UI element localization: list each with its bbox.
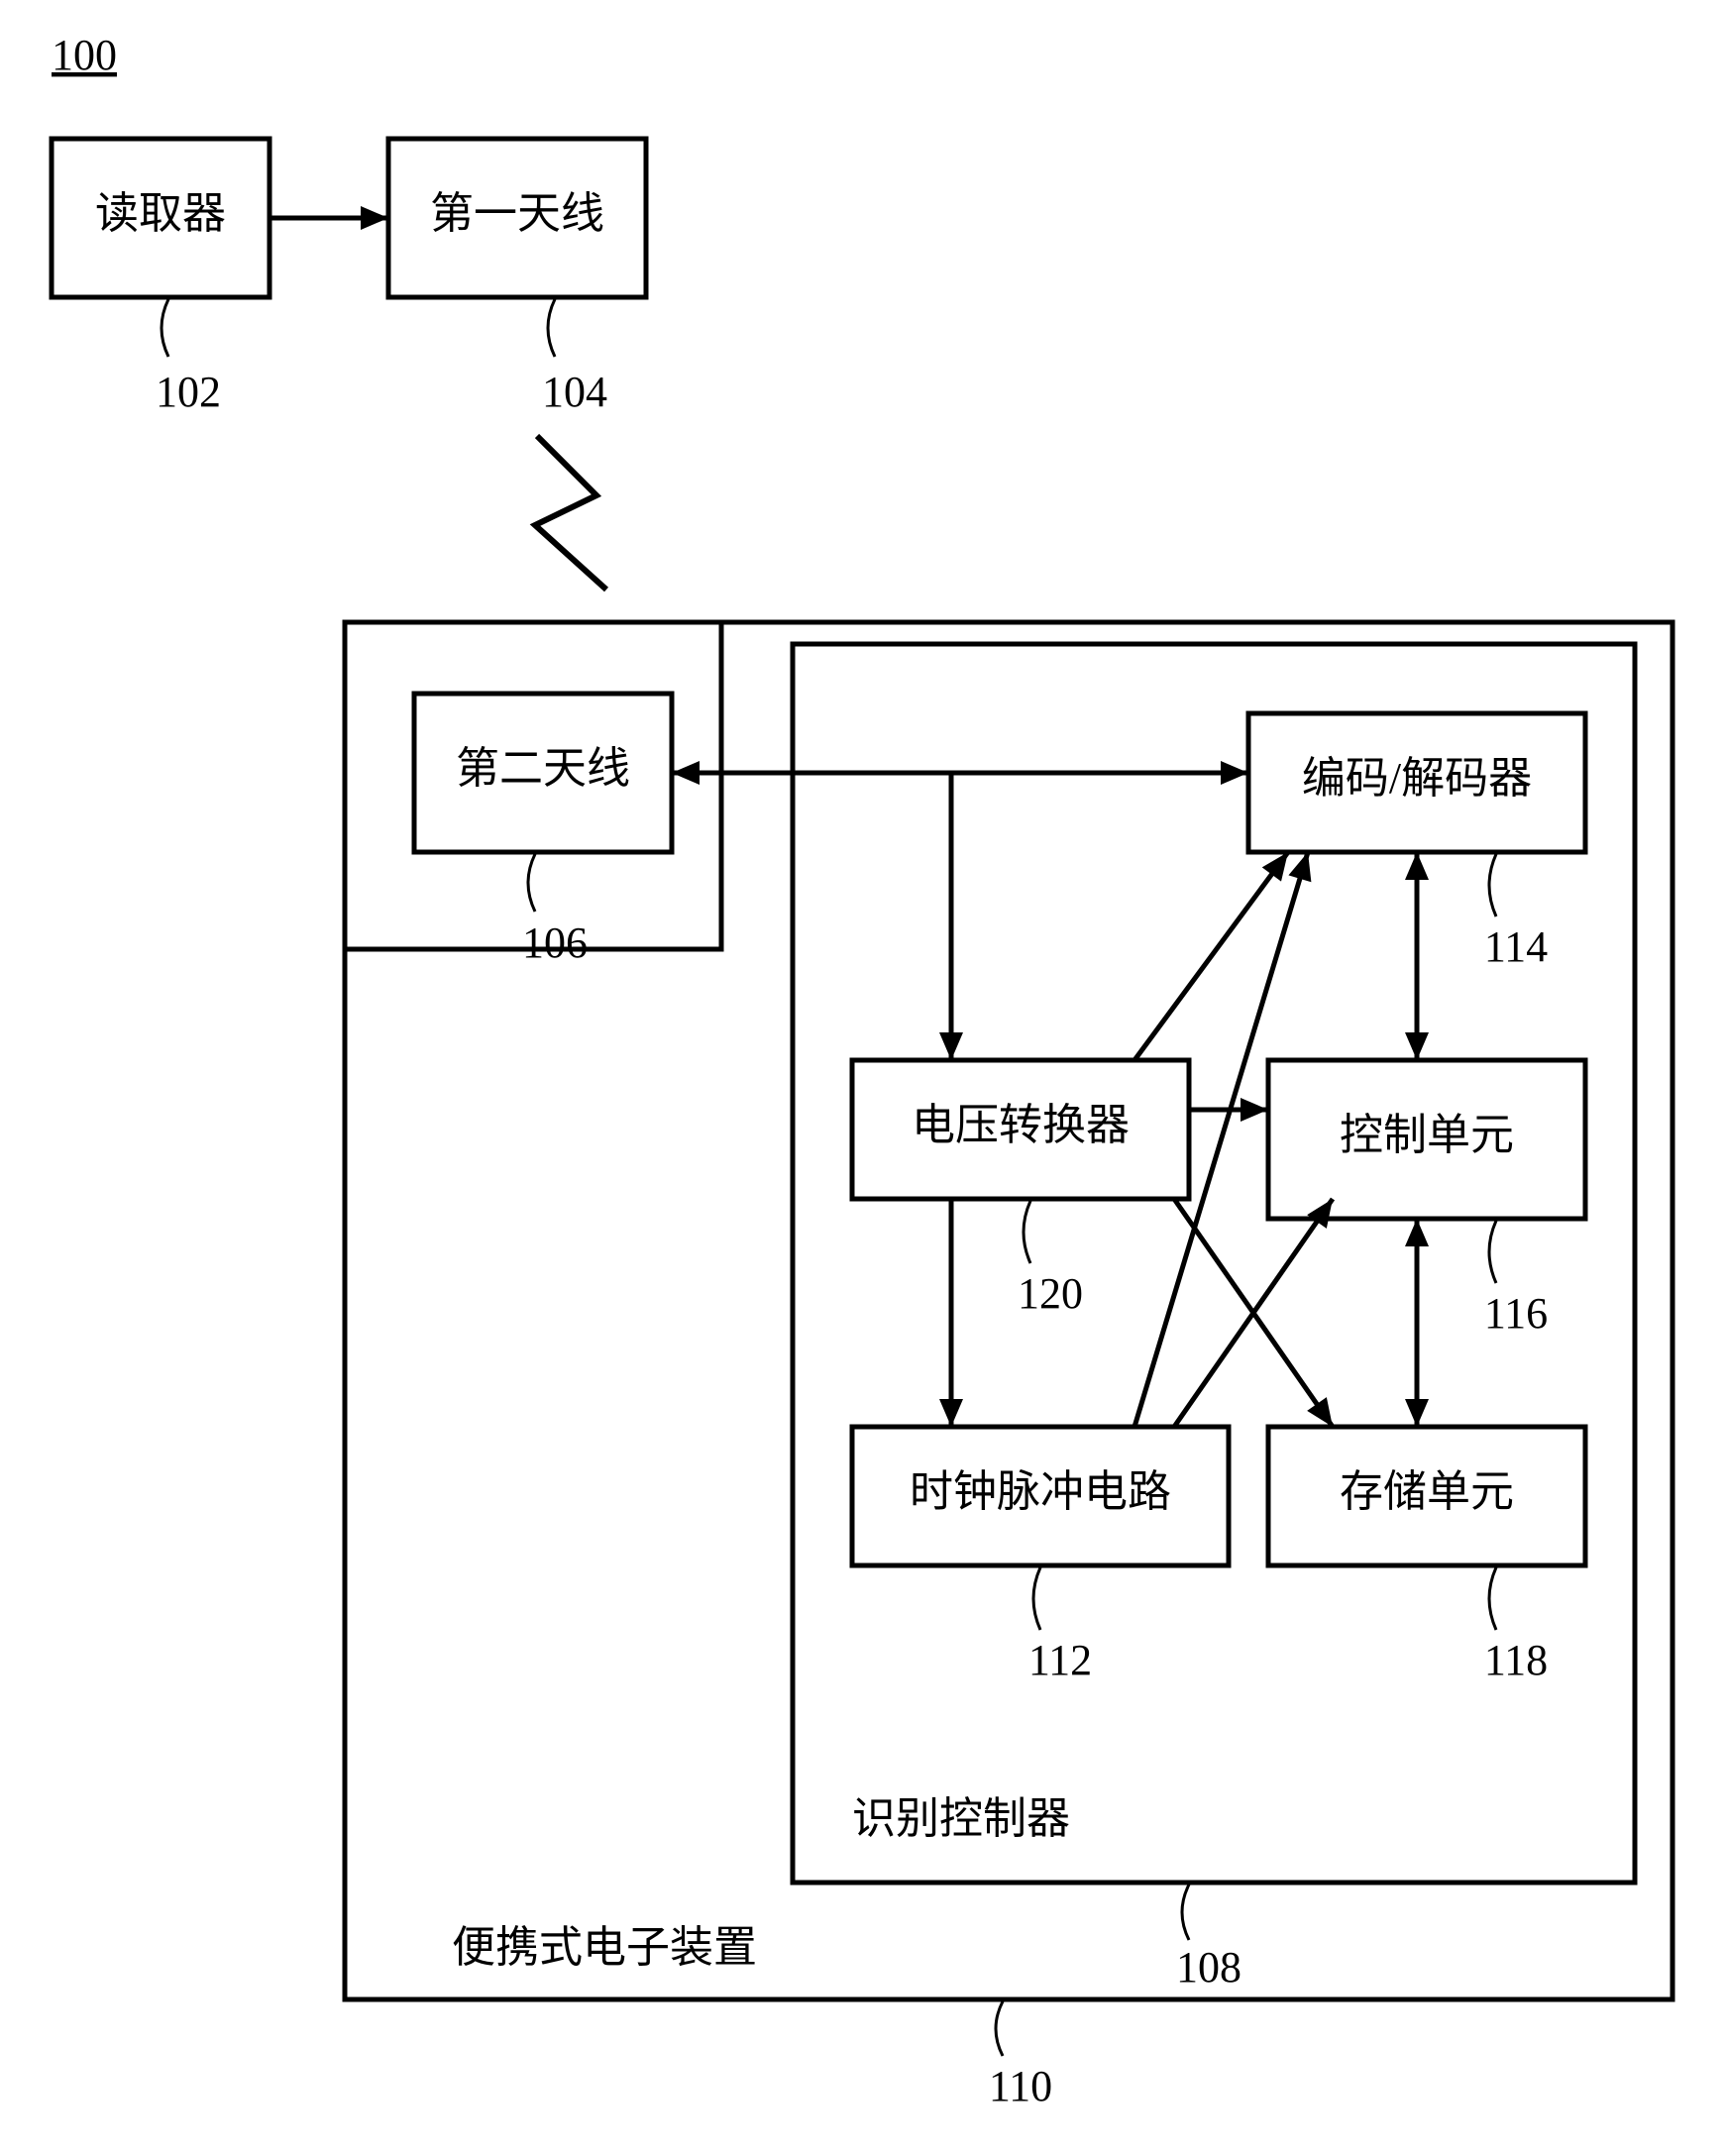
antenna2-box-label: 第二天线 [456,744,630,793]
svg-text:102: 102 [156,368,221,416]
svg-text:108: 108 [1176,1943,1241,1992]
reader-box-label: 读取器 [95,189,226,238]
device-label: 便携式电子装置 [452,1923,757,1972]
control-box-label: 控制单元 [1340,1111,1514,1159]
device-box [345,622,1673,1999]
svg-text:118: 118 [1484,1636,1548,1684]
svg-text:112: 112 [1028,1636,1092,1684]
antenna1-box-label: 第一天线 [430,189,604,238]
wireless-spark-icon [535,436,606,590]
voltage-box-label: 电压转换器 [912,1101,1130,1149]
memory-box-label: 存储单元 [1340,1467,1514,1516]
encoder-box-label: 编码/解码器 [1302,754,1532,803]
svg-text:104: 104 [542,368,607,416]
svg-text:116: 116 [1484,1289,1548,1338]
svg-text:120: 120 [1018,1269,1083,1318]
idc-label: 识别控制器 [852,1794,1070,1843]
idc-box [793,644,1635,1883]
svg-text:114: 114 [1484,922,1548,971]
svg-text:106: 106 [522,918,588,967]
svg-text:110: 110 [989,2062,1052,2110]
figure-number: 100 [52,31,117,79]
clock-box-label: 时钟脉冲电路 [910,1467,1171,1516]
